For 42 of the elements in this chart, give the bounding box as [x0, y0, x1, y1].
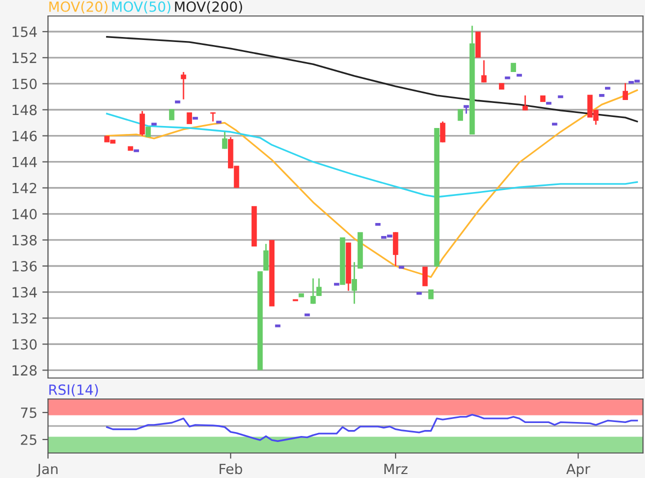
- series-label: MOV(200): [175, 1, 242, 14]
- y-tick-label: 75: [21, 408, 36, 418]
- x-tick-label: Feb: [220, 463, 242, 474]
- candlestick: [498, 83, 504, 90]
- y-tick-label: 142: [12, 182, 36, 194]
- candlestick: [257, 271, 263, 370]
- text: MOV(50): [112, 1, 170, 14]
- candlestick: [140, 110, 145, 136]
- text: MOV(20): [49, 1, 108, 14]
- y-tick-label: 144: [12, 156, 37, 168]
- y-tick-label: 154: [12, 26, 37, 38]
- y-tick-label: 136: [12, 260, 37, 272]
- y-tick-label: 128: [12, 365, 37, 376]
- y-tick-label: 146: [12, 130, 37, 142]
- candlestick: [186, 112, 192, 124]
- y-tick-label: 150: [12, 78, 37, 90]
- candlestick: [169, 109, 174, 120]
- candlestick: [475, 32, 481, 58]
- candlestick: [522, 94, 528, 112]
- candlestick: [128, 146, 134, 151]
- candlestick: [481, 60, 487, 84]
- candlestick: [622, 82, 628, 101]
- candlestick: [540, 95, 546, 102]
- y-tick-label: 140: [12, 208, 37, 220]
- candlestick: [510, 62, 516, 72]
- text: RSI(14): [49, 384, 98, 397]
- y-tick-label: 130: [12, 339, 37, 350]
- candlestick: [180, 71, 186, 100]
- candlestick: [269, 240, 275, 306]
- candlestick: [146, 126, 151, 138]
- candlestick: [252, 206, 257, 246]
- y-tick-label: 25: [20, 434, 36, 445]
- y-tick-label: 138: [12, 234, 37, 246]
- x-tick-label: Mrz: [384, 464, 408, 474]
- candlestick: [222, 131, 228, 150]
- x-tick-label: Jan: [36, 464, 58, 477]
- x-tick-label: Apr: [566, 464, 590, 477]
- y-tick-label: 148: [12, 104, 37, 116]
- candlestick: [263, 243, 269, 272]
- y-tick-label: 132: [12, 313, 36, 324]
- y-tick-label: 152: [12, 52, 36, 64]
- y-tick-label: 134: [12, 287, 37, 298]
